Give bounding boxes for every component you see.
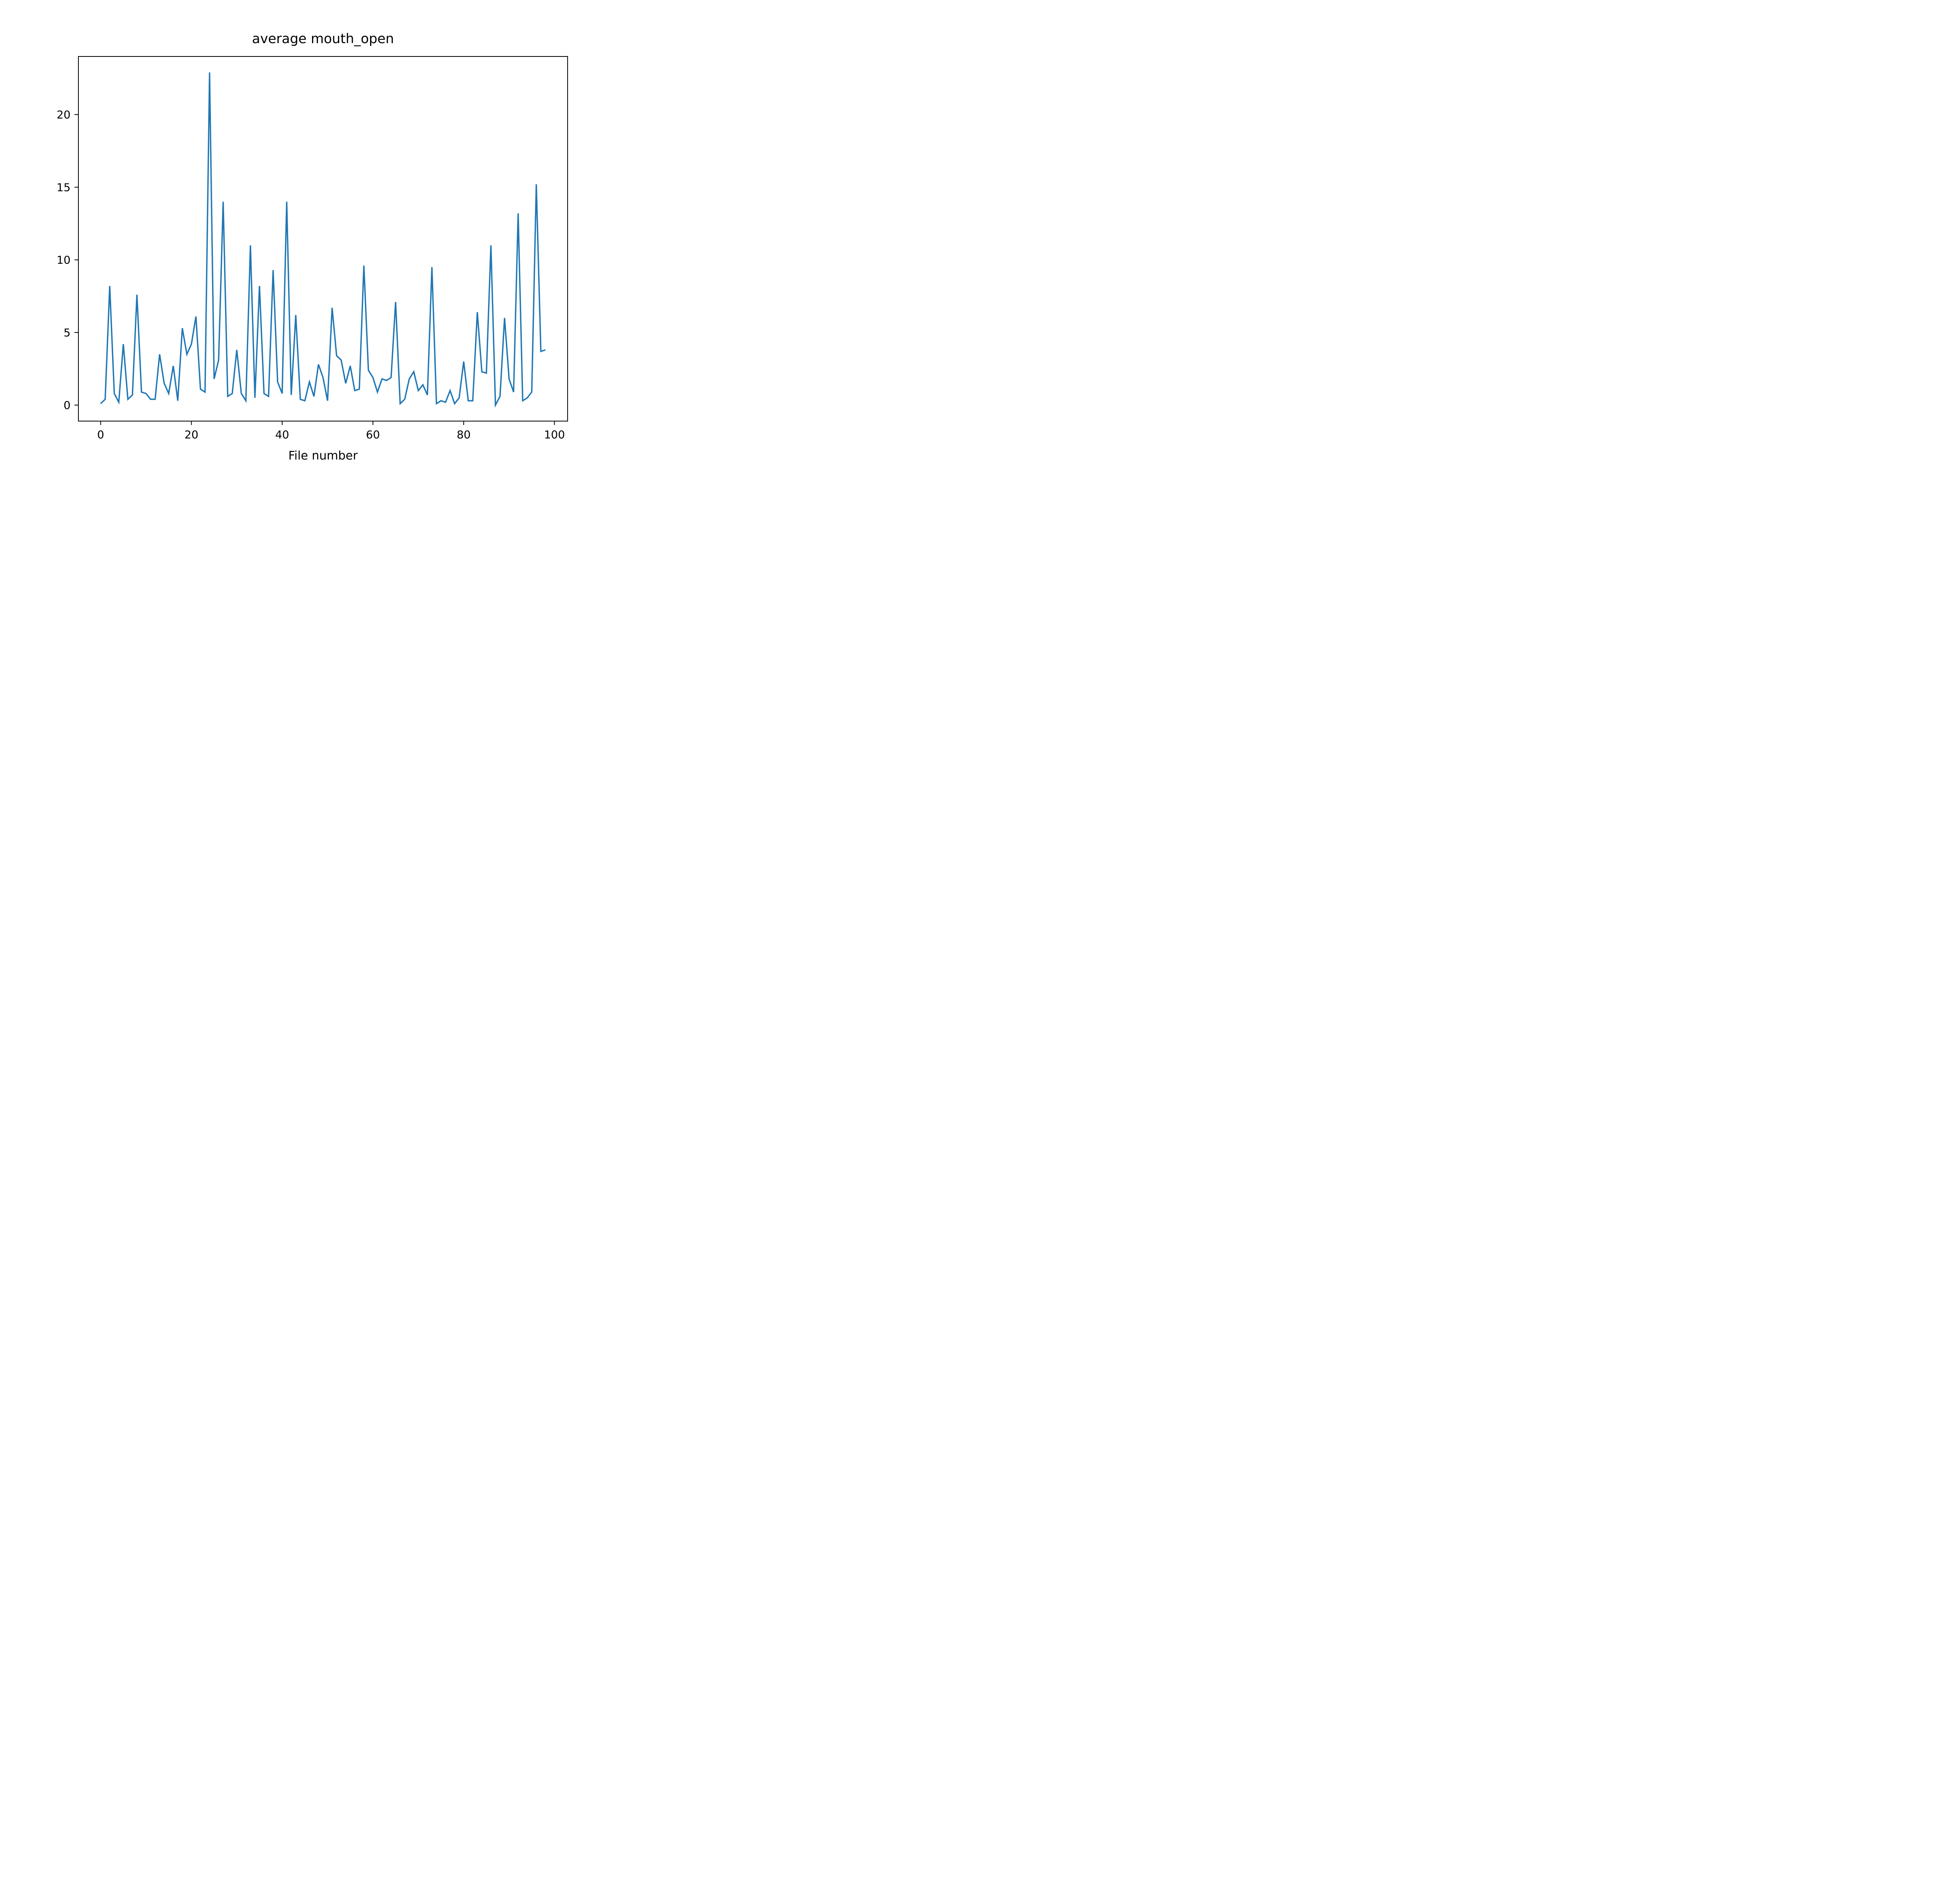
- y-tick-label: 15: [56, 181, 71, 194]
- x-tick-label: 40: [275, 428, 289, 441]
- x-tick-label: 80: [457, 428, 471, 441]
- y-axis-ticks: 0 5 10 15 20: [56, 108, 78, 412]
- figure-background: [0, 0, 627, 470]
- x-tick-label: 20: [184, 428, 198, 441]
- x-axis-ticks: 0 20 40 60 80 100: [97, 421, 565, 441]
- plot-area-frame: [78, 56, 568, 421]
- x-tick-label: 0: [97, 428, 104, 441]
- x-axis-label: File number: [289, 449, 358, 463]
- x-tick-label: 60: [366, 428, 380, 441]
- series-layer: [100, 72, 546, 408]
- series-line-0: [100, 72, 546, 408]
- chart-title: average mouth_open: [252, 31, 394, 47]
- y-tick-label: 5: [64, 326, 71, 339]
- y-tick-label: 20: [56, 108, 71, 121]
- y-tick-label: 10: [56, 254, 71, 267]
- y-tick-label: 0: [64, 399, 71, 412]
- line-chart: average mouth_open 0 20 40 60 80 100 0 5 10 15 20…: [0, 0, 627, 470]
- x-tick-label: 100: [544, 428, 565, 441]
